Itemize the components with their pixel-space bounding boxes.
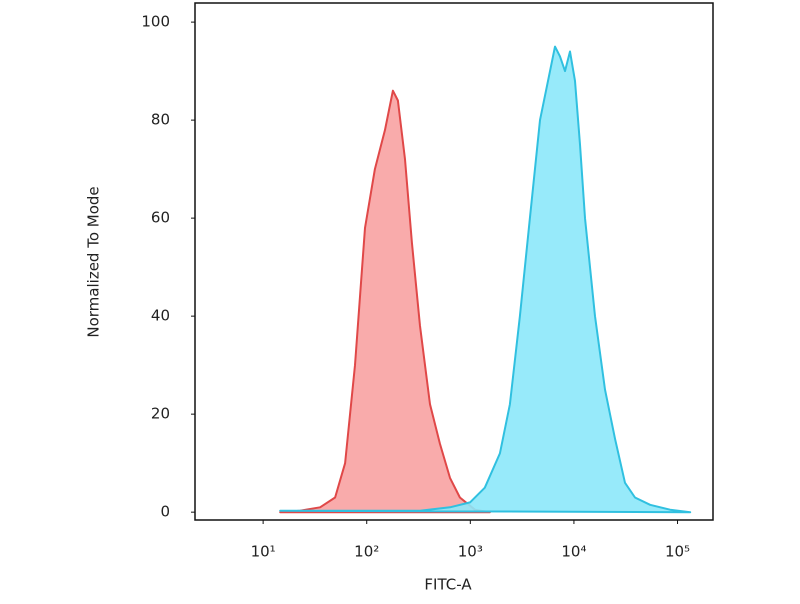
y-tick-label: 100: [141, 13, 170, 31]
x-tick-label: 10²: [354, 543, 379, 561]
histogram-area: [279, 45, 692, 514]
x-axis-label: FITC-A: [424, 576, 472, 594]
y-tick-label: 40: [151, 307, 170, 325]
y-tick-label: 80: [151, 111, 170, 129]
x-tick-label: 10³: [458, 543, 483, 561]
y-tick-label: 20: [151, 405, 170, 423]
x-tick-label: 10⁴: [561, 543, 586, 561]
x-tick-label: 10⁵: [665, 543, 690, 561]
y-tick-label: 0: [160, 503, 170, 521]
histogram-area: [279, 89, 491, 514]
x-tick-label: 10¹: [251, 543, 276, 561]
y-tick-label: 60: [151, 209, 170, 227]
plot-frame: [194, 2, 714, 521]
y-axis-label: Normalized To Mode: [85, 186, 103, 337]
